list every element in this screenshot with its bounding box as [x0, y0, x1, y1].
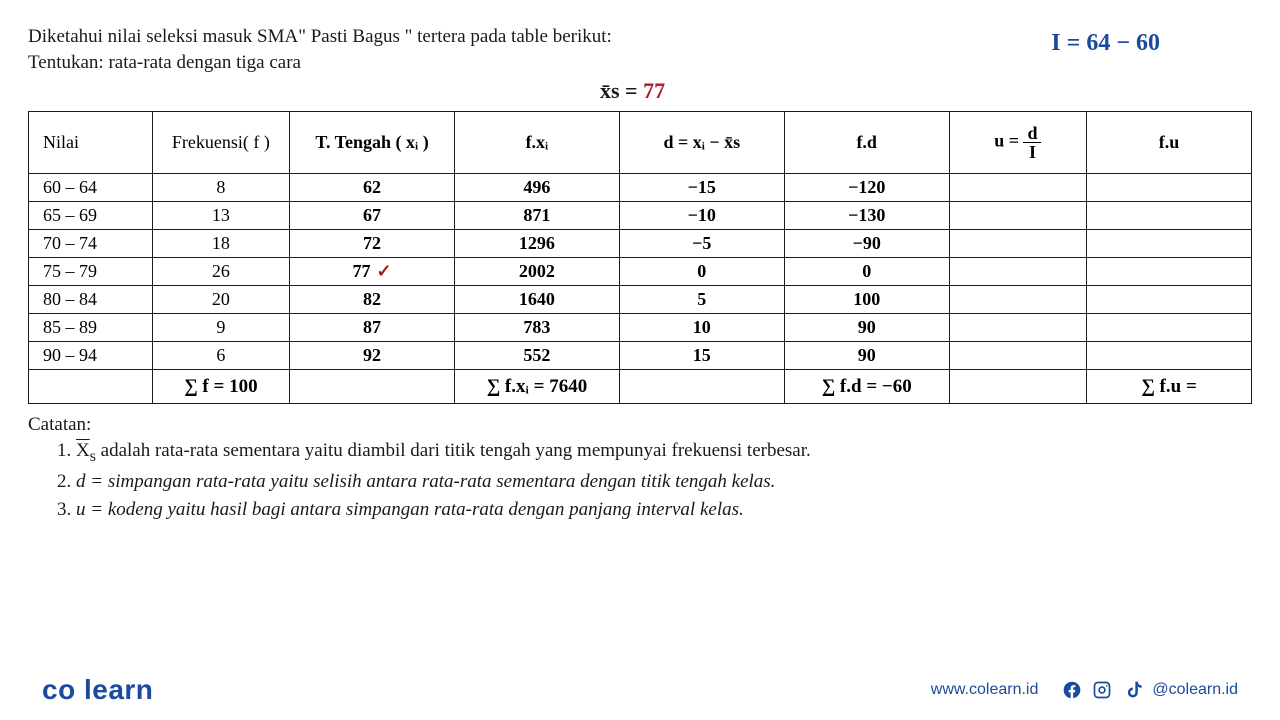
header-fd: f.d	[784, 112, 949, 174]
table-cell: 82	[290, 286, 455, 314]
table-cell: −15	[619, 174, 784, 202]
table-row: 65 – 691367871−10−130	[29, 202, 1252, 230]
table-cell	[1087, 258, 1252, 286]
table-cell: 1640	[454, 286, 619, 314]
table-cell: 0	[619, 258, 784, 286]
checkmark-icon: ✓	[376, 261, 391, 281]
annotation-xs: x̄s = 77	[600, 78, 665, 104]
table-cell	[1087, 202, 1252, 230]
header-u-fraction: d I	[1023, 124, 1041, 161]
notes-section: Catatan: Xs adalah rata-rata sementara y…	[28, 414, 1252, 522]
table-cell: 26	[152, 258, 289, 286]
table-cell: −130	[784, 202, 949, 230]
table-cell: 60 – 64	[29, 174, 153, 202]
footer-handle: @colearn.id	[1152, 681, 1238, 699]
table-cell: −10	[619, 202, 784, 230]
table-cell: 552	[454, 342, 619, 370]
sum-f: ∑ f = 100	[152, 370, 289, 404]
table-cell	[949, 230, 1086, 258]
table-cell: 75 – 79	[29, 258, 153, 286]
tiktok-icon	[1122, 680, 1142, 700]
header-fx: f.xᵢ	[454, 112, 619, 174]
header-titik-tengah: T. Tengah ( xᵢ )	[290, 112, 455, 174]
table-cell	[949, 174, 1086, 202]
table-cell	[949, 314, 1086, 342]
table-cell: 8	[152, 174, 289, 202]
table-cell: 496	[454, 174, 619, 202]
sum-fd: ∑ f.d = −60	[784, 370, 949, 404]
table-cell: 13	[152, 202, 289, 230]
table-cell: 100	[784, 286, 949, 314]
table-cell: 67	[290, 202, 455, 230]
table-cell: −90	[784, 230, 949, 258]
header-frekuensi: Frekuensi( f )	[152, 112, 289, 174]
table-cell: 77✓	[290, 258, 455, 286]
footer-social: @colearn.id	[1062, 680, 1238, 700]
frequency-table: Nilai Frekuensi( f ) T. Tengah ( xᵢ ) f.…	[28, 111, 1252, 404]
table-row: 80 – 84208216405100	[29, 286, 1252, 314]
table-cell: 0	[784, 258, 949, 286]
table-cell: 70 – 74	[29, 230, 153, 258]
table-cell	[1087, 342, 1252, 370]
table-row: 75 – 792677✓200200	[29, 258, 1252, 286]
notes-header: Catatan:	[28, 414, 1252, 436]
table-cell: 5	[619, 286, 784, 314]
table-cell: 18	[152, 230, 289, 258]
table-row: 85 – 899877831090	[29, 314, 1252, 342]
table-cell	[949, 342, 1086, 370]
note-2: d = simpangan rata-rata yaitu selisih an…	[76, 469, 1252, 495]
table-cell: 80 – 84	[29, 286, 153, 314]
footer-url: www.colearn.id	[931, 681, 1039, 699]
header-u: u = d I	[949, 112, 1086, 174]
table-cell: 92	[290, 342, 455, 370]
note-3: u = kodeng yaitu hasil bagi antara simpa…	[76, 497, 1252, 523]
table-cell	[949, 258, 1086, 286]
table-header-row: Nilai Frekuensi( f ) T. Tengah ( xᵢ ) f.…	[29, 112, 1252, 174]
table-cell: 72	[290, 230, 455, 258]
table-cell	[1087, 286, 1252, 314]
colearn-logo: co learn	[42, 674, 153, 706]
table-cell: 90	[784, 342, 949, 370]
annotation-xs-value: 77	[643, 78, 665, 103]
table-cell: −5	[619, 230, 784, 258]
table-cell: 87	[290, 314, 455, 342]
table-cell: 90 – 94	[29, 342, 153, 370]
sum-fx: ∑ f.xᵢ = 7640	[454, 370, 619, 404]
table-cell	[1087, 174, 1252, 202]
facebook-icon	[1062, 680, 1082, 700]
footer: co learn www.colearn.id @colearn.id	[0, 660, 1280, 720]
annotation-xs-lhs: x̄s =	[600, 78, 643, 103]
table-cell: 15	[619, 342, 784, 370]
note-1: Xs adalah rata-rata sementara yaitu diam…	[76, 438, 1252, 467]
header-d: d = xᵢ − x̄s	[619, 112, 784, 174]
table-cell: 9	[152, 314, 289, 342]
table-cell: 85 – 89	[29, 314, 153, 342]
table-cell: 90	[784, 314, 949, 342]
table-cell: 6	[152, 342, 289, 370]
table-row: 60 – 64862496−15−120	[29, 174, 1252, 202]
table-row: 90 – 946925521590	[29, 342, 1252, 370]
table-cell: 2002	[454, 258, 619, 286]
table-cell: 1296	[454, 230, 619, 258]
instagram-icon	[1092, 680, 1112, 700]
table-cell: 871	[454, 202, 619, 230]
table-sum-row: ∑ f = 100 ∑ f.xᵢ = 7640 ∑ f.d = −60 ∑ f.…	[29, 370, 1252, 404]
table-cell: 65 – 69	[29, 202, 153, 230]
table-cell: −120	[784, 174, 949, 202]
table-cell	[949, 202, 1086, 230]
table-cell	[1087, 314, 1252, 342]
table-cell: 10	[619, 314, 784, 342]
table-cell: 783	[454, 314, 619, 342]
annotation-interval: I = 64 − 60	[1051, 30, 1160, 57]
header-nilai: Nilai	[29, 112, 153, 174]
header-fu: f.u	[1087, 112, 1252, 174]
sum-fu: ∑ f.u =	[1087, 370, 1252, 404]
table-cell	[1087, 230, 1252, 258]
table-row: 70 – 7418721296−5−90	[29, 230, 1252, 258]
table-cell: 62	[290, 174, 455, 202]
table-cell: 20	[152, 286, 289, 314]
table-cell	[949, 286, 1086, 314]
